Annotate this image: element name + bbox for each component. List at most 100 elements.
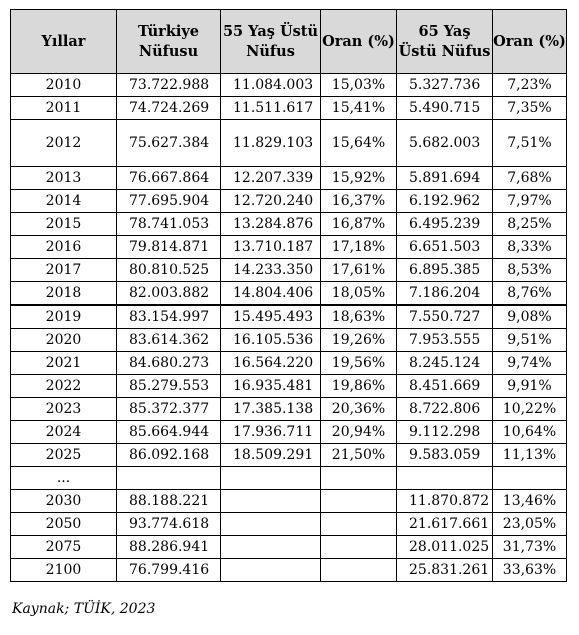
ratio-55-cell: 15,03% <box>320 73 397 97</box>
population-cell: 85.279.553 <box>116 374 221 398</box>
ratio-65-cell: 7,35% <box>492 96 567 120</box>
table-row: 2021 84.680.273 16.564.220 19,56% 8.245.124 9… <box>10 351 567 375</box>
pop-55-cell: 16.935.481 <box>220 374 321 398</box>
pop-55-cell: 11.829.103 <box>220 119 321 167</box>
ratio-55-cell: 15,41% <box>320 96 397 120</box>
ratio-65-cell: 7,97% <box>492 189 567 213</box>
pop-65-cell: 6.651.503 <box>396 235 493 259</box>
ratio-55-cell: 15,92% <box>320 166 397 190</box>
header-population: Türkiye Nüfusu <box>116 9 221 74</box>
ratio-55-cell: 16,87% <box>320 212 397 236</box>
pop-55-cell: 14.233.350 <box>220 258 321 282</box>
pop-65-cell: 7.550.727 <box>396 304 493 329</box>
year-cell: 2018 <box>10 281 117 306</box>
table-row: 2022 85.279.553 16.935.481 19,86% 8.451.669 9… <box>10 374 567 398</box>
source-note: Kaynak; TÜİK, 2023 <box>12 601 156 617</box>
year-cell: 2075 <box>10 535 117 559</box>
year-cell: 2017 <box>10 258 117 282</box>
population-cell: 84.680.273 <box>116 351 221 375</box>
pop-55-cell: 13.284.876 <box>220 212 321 236</box>
table-row: 2013 76.667.864 12.207.339 15,92% 5.891.694 7… <box>10 166 567 190</box>
pop-55-cell: 11.084.003 <box>220 73 321 97</box>
pop-55-cell: 13.710.187 <box>220 235 321 259</box>
pop-65-cell: 7.186.204 <box>396 281 493 306</box>
ratio-55-cell: 20,94% <box>320 420 397 444</box>
pop-65-cell: 11.870.872 <box>396 489 493 513</box>
population-cell <box>116 466 221 490</box>
population-cell: 79.814.871 <box>116 235 221 259</box>
ratio-55-cell <box>320 466 397 490</box>
pop-65-cell: 5.490.715 <box>396 96 493 120</box>
population-cell: 75.627.384 <box>116 119 221 167</box>
ratio-65-cell: 8,33% <box>492 235 567 259</box>
ratio-65-cell: 31,73% <box>492 535 567 559</box>
pop-65-cell: 28.011.025 <box>396 535 493 559</box>
population-table: Yıllar Türkiye Nüfusu 55 Yaş Üstü Nüfus … <box>10 9 567 582</box>
ratio-65-cell: 10,64% <box>492 420 567 444</box>
header-ratio-55: Oran (%) <box>320 9 397 74</box>
population-cell: 85.372.377 <box>116 397 221 421</box>
ratio-65-cell: 9,74% <box>492 351 567 375</box>
ratio-65-cell: 33,63% <box>492 558 567 582</box>
pop-65-cell: 9.112.298 <box>396 420 493 444</box>
ratio-55-cell <box>320 489 397 513</box>
ratio-65-cell: 7,68% <box>492 166 567 190</box>
pop-65-cell: 9.583.059 <box>396 443 493 467</box>
table-row: 2025 86.092.168 18.509.291 21,50% 9.583.059 1… <box>10 443 567 467</box>
table-row: ... <box>10 466 567 490</box>
pop-65-cell: 25.831.261 <box>396 558 493 582</box>
pop-65-cell: 8.451.669 <box>396 374 493 398</box>
population-cell: 76.799.416 <box>116 558 221 582</box>
year-cell: 2050 <box>10 512 117 536</box>
population-cell: 76.667.864 <box>116 166 221 190</box>
ratio-55-cell: 18,63% <box>320 304 397 329</box>
pop-65-cell: 8.722.806 <box>396 397 493 421</box>
ratio-65-cell: 8,76% <box>492 281 567 306</box>
population-cell: 74.724.269 <box>116 96 221 120</box>
table-header-row: Yıllar Türkiye Nüfusu 55 Yaş Üstü Nüfus … <box>10 9 567 74</box>
year-cell: 2022 <box>10 374 117 398</box>
ratio-65-cell <box>492 466 567 490</box>
year-cell: 2020 <box>10 328 117 352</box>
year-cell: 2024 <box>10 420 117 444</box>
year-cell: 2025 <box>10 443 117 467</box>
ratio-55-cell: 15,64% <box>320 119 397 167</box>
table-row: 2014 77.695.904 12.720.240 16,37% 6.192.962 7… <box>10 189 567 213</box>
table-row: 2050 93.774.618 21.617.661 23,05% <box>10 512 567 536</box>
population-cell: 80.810.525 <box>116 258 221 282</box>
ratio-55-cell <box>320 558 397 582</box>
population-cell: 86.092.168 <box>116 443 221 467</box>
population-cell: 82.003.882 <box>116 281 221 306</box>
header-years: Yıllar <box>10 9 117 74</box>
year-cell: 2015 <box>10 212 117 236</box>
ratio-65-cell: 8,25% <box>492 212 567 236</box>
pop-55-cell <box>220 489 321 513</box>
ratio-65-cell: 13,46% <box>492 489 567 513</box>
pop-65-cell: 8.245.124 <box>396 351 493 375</box>
header-65-plus: 65 Yaş Üstü Nüfus <box>396 9 493 74</box>
ratio-65-cell: 9,91% <box>492 374 567 398</box>
pop-55-cell: 17.385.138 <box>220 397 321 421</box>
pop-65-cell: 5.891.694 <box>396 166 493 190</box>
pop-65-cell: 6.192.962 <box>396 189 493 213</box>
pop-65-cell: 7.953.555 <box>396 328 493 352</box>
ratio-65-cell: 10,22% <box>492 397 567 421</box>
ratio-65-cell: 9,08% <box>492 304 567 329</box>
table-row: 2011 74.724.269 11.511.617 15,41% 5.490.715 7… <box>10 96 567 120</box>
table-row: 2016 79.814.871 13.710.187 17,18% 6.651.503 8… <box>10 235 567 259</box>
table-row: 2075 88.286.941 28.011.025 31,73% <box>10 535 567 559</box>
ratio-55-cell: 21,50% <box>320 443 397 467</box>
pop-65-cell: 5.327.736 <box>396 73 493 97</box>
population-cell: 78.741.053 <box>116 212 221 236</box>
ratio-65-cell: 8,53% <box>492 258 567 282</box>
ratio-55-cell: 17,18% <box>320 235 397 259</box>
population-cell: 85.664.944 <box>116 420 221 444</box>
ratio-55-cell: 16,37% <box>320 189 397 213</box>
ratio-55-cell: 17,61% <box>320 258 397 282</box>
population-cell: 83.614.362 <box>116 328 221 352</box>
pop-55-cell <box>220 466 321 490</box>
table-row: 2020 83.614.362 16.105.536 19,26% 7.953.555 9… <box>10 328 567 352</box>
year-cell: 2021 <box>10 351 117 375</box>
table-row: 2015 78.741.053 13.284.876 16,87% 6.495.239 8… <box>10 212 567 236</box>
year-cell: 2010 <box>10 73 117 97</box>
